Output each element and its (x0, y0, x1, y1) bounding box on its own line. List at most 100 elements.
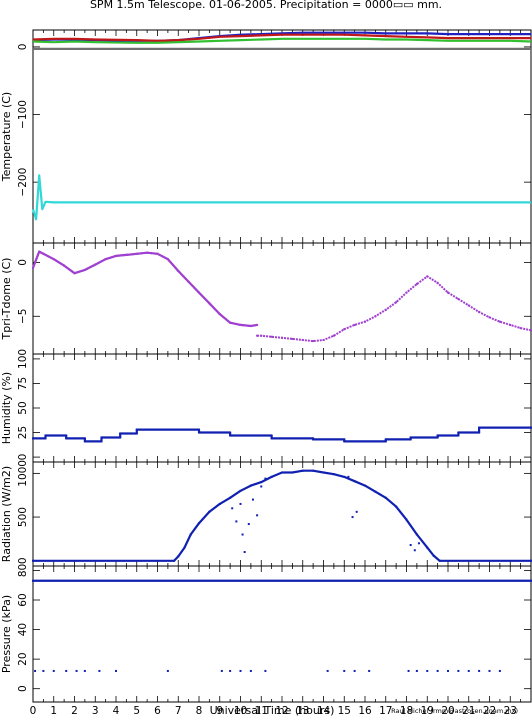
y-tick-label: 0 (17, 685, 29, 692)
data-point (229, 496, 232, 499)
y-tick-label: 100 (17, 349, 29, 369)
data-point (447, 669, 449, 672)
data-point (409, 438, 412, 441)
y-axis-label: Humidity (%) (0, 372, 13, 444)
data-point (34, 669, 37, 672)
data-point (198, 522, 200, 525)
data-point (115, 669, 117, 672)
xaxis-label: Universal Time (hours) (210, 704, 335, 717)
data-point (384, 496, 387, 499)
data-point (384, 438, 387, 441)
data-point (353, 669, 356, 672)
data-point (42, 669, 45, 672)
data-point (100, 436, 103, 439)
data-point (351, 516, 354, 519)
data-point (173, 559, 176, 562)
y-axis-label: Radiation (W/m2) (0, 466, 13, 562)
x-tick-label: 6 (154, 705, 161, 717)
y-tick-label: 500 (17, 507, 29, 527)
chart-panels: 0 −100 −200 Temperature (C) 0 −5 Tpri-Tdome (C… (0, 29, 532, 717)
x-tick-label: 0 (30, 705, 37, 717)
data-point (498, 669, 501, 672)
data-point (75, 669, 78, 672)
data-point (264, 669, 267, 672)
data-point (256, 514, 259, 517)
data-point (243, 551, 246, 554)
series-line (33, 426, 531, 443)
data-point (249, 669, 252, 672)
data-point (415, 669, 418, 672)
data-point (368, 669, 371, 672)
data-point (32, 559, 34, 562)
y-tick-label: 60 (17, 593, 29, 606)
data-point (407, 669, 410, 672)
x-tick-label: 15 (338, 705, 351, 717)
panel-tpri_tdome: 0 −5 Tpri-Tdome (C) (0, 242, 532, 355)
data-point (322, 471, 325, 474)
data-point (478, 669, 481, 672)
panel-radiation: 0 500 1000 Radiation (W/m2) (0, 460, 532, 567)
data-point (332, 334, 335, 337)
data-point (218, 502, 221, 505)
data-point (530, 559, 532, 562)
y-tick-label: 0 (17, 259, 29, 266)
data-point (312, 469, 315, 472)
y-tick-label: 0 (17, 44, 29, 51)
data-point (239, 669, 242, 672)
data-point (281, 471, 283, 474)
data-point (364, 484, 366, 487)
data-point (270, 335, 273, 338)
data-point (229, 669, 232, 672)
y-tick-label: 1000 (17, 460, 29, 487)
panel-frame (32, 353, 532, 463)
panel-frame (32, 461, 532, 567)
data-point (301, 469, 304, 472)
data-point (239, 502, 242, 505)
data-point (312, 340, 315, 343)
data-point (135, 428, 138, 431)
data-point (347, 475, 350, 478)
panel-temperature: 0 −100 −200 Temperature (C) (0, 29, 532, 244)
data-point (413, 549, 416, 552)
panel-humidity: 0 25 50 75 100 Humidity (%) (0, 349, 532, 463)
data-point (260, 485, 263, 488)
data-point (415, 533, 418, 536)
data-point (326, 669, 329, 672)
data-point (291, 337, 294, 340)
data-point (229, 431, 232, 434)
data-point (432, 554, 435, 557)
data-point (270, 434, 273, 437)
data-point (198, 431, 200, 434)
series-line (32, 37, 532, 44)
x-tick-label: 9 (216, 705, 223, 717)
y-tick-label: 25 (17, 426, 29, 439)
data-point (270, 437, 273, 440)
data-point (530, 426, 532, 429)
data-point (135, 432, 138, 435)
data-point (409, 436, 412, 439)
x-tick-label: 11 (255, 705, 268, 717)
data-point (198, 428, 200, 431)
data-point (436, 669, 439, 672)
data-point (32, 437, 34, 440)
x-tick-label: 5 (133, 705, 140, 717)
series-line (33, 469, 531, 562)
data-point (353, 480, 356, 483)
x-tick-label: 22 (483, 705, 496, 717)
data-point (83, 440, 86, 443)
data-point (177, 270, 180, 273)
x-tick-label: 20 (441, 705, 454, 717)
data-point (241, 533, 244, 536)
data-point (395, 301, 398, 304)
data-point (249, 484, 252, 487)
data-point (183, 546, 186, 549)
data-point (457, 669, 460, 672)
data-point (260, 481, 263, 484)
series-line (32, 250, 258, 328)
data-point (264, 477, 267, 480)
data-point (457, 434, 460, 437)
data-point (208, 510, 211, 513)
data-point (187, 280, 190, 283)
series-line (31, 174, 531, 221)
